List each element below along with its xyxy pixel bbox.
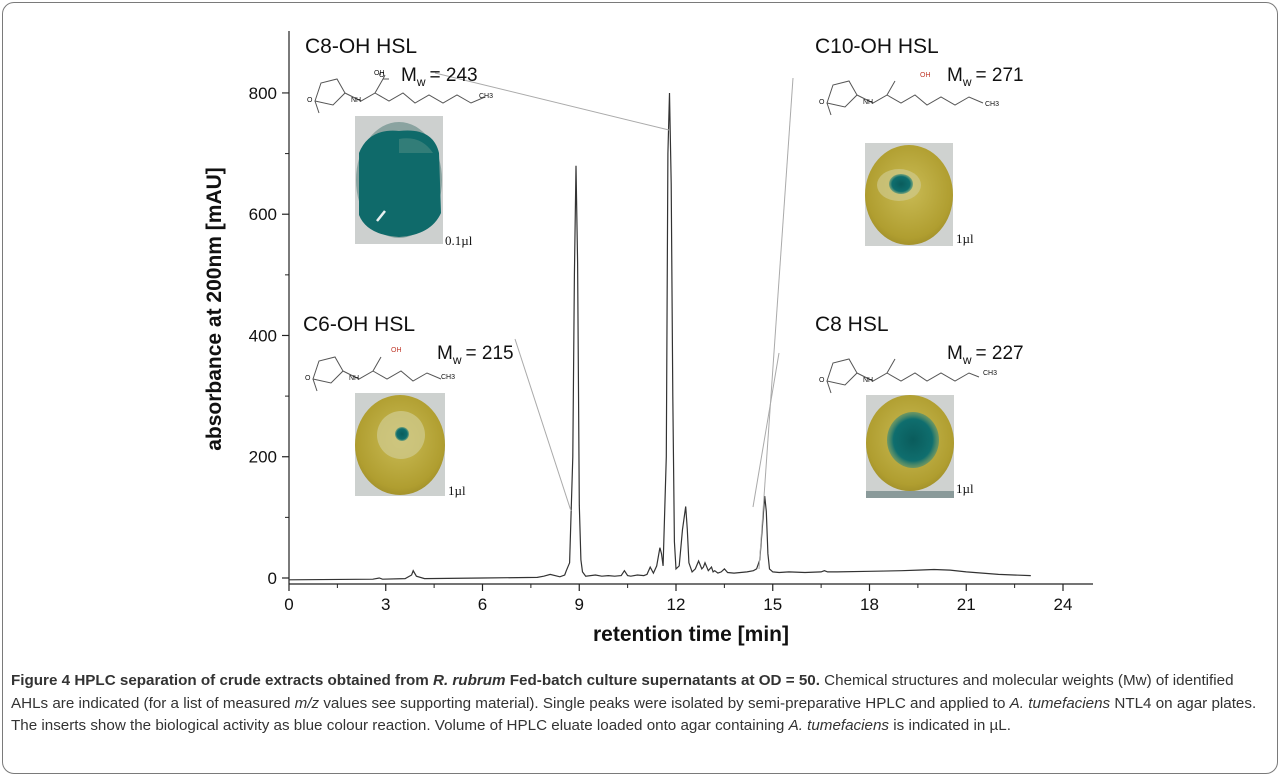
y-axis-label: absorbance at 200nm [mAU] bbox=[203, 167, 226, 451]
connector-c8 bbox=[752, 352, 780, 508]
x-tick-label: 21 bbox=[957, 595, 976, 614]
x-tick-label: 9 bbox=[575, 595, 584, 614]
annotation-c8oh: C8-OH HSL Mw = 243 O NH OH O CH3 0.1µl bbox=[305, 35, 493, 248]
volume-label: 1µl bbox=[956, 481, 974, 496]
caption-text-c: NTL4 on agar plates. The inserts show th… bbox=[11, 694, 1257, 735]
mw-prefix: M bbox=[947, 65, 963, 86]
volume-label: 1µl bbox=[956, 231, 974, 246]
agar-plate-image bbox=[865, 143, 953, 246]
caption-title-a: HPLC separation of crude extracts obtain… bbox=[74, 672, 433, 689]
atom-nh: NH bbox=[863, 99, 873, 106]
mw-sub: w bbox=[962, 75, 972, 89]
molecular-weight: Mw = 215 bbox=[437, 343, 514, 367]
hplc-chart: 0 200 400 600 800 0 3 6 9 12 15 18 21 24 absorbance … bbox=[203, 31, 1093, 646]
caption-mz: m/z bbox=[294, 694, 320, 712]
x-tick-label: 24 bbox=[1054, 595, 1073, 614]
molecular-weight: Mw = 227 bbox=[947, 343, 1024, 367]
connector-c10oh bbox=[758, 77, 794, 570]
compound-name: C10-OH HSL bbox=[815, 35, 939, 58]
mw-sub: w bbox=[962, 353, 972, 367]
caption-at2: A. tumefaciens bbox=[788, 717, 890, 734]
mw-sub: w bbox=[416, 75, 426, 89]
atom-oh: OH bbox=[391, 347, 402, 354]
atom-o: O bbox=[819, 377, 825, 384]
connector-c6oh bbox=[514, 338, 572, 512]
volume-label: 0.1µl bbox=[445, 233, 473, 248]
mw-prefix: M bbox=[401, 65, 417, 86]
compound-name: C8 HSL bbox=[815, 313, 889, 336]
y-ticks: 0 200 400 600 800 bbox=[249, 84, 289, 588]
atom-nh: NH bbox=[351, 97, 361, 104]
caption-at1: A. tumefaciens bbox=[1009, 694, 1111, 712]
x-tick-label: 6 bbox=[478, 595, 487, 614]
y-tick-label: 400 bbox=[249, 326, 277, 345]
caption-text-b: values see supporting material). Single … bbox=[319, 694, 1010, 712]
atom-o-carbonyl: O bbox=[379, 72, 385, 79]
x-tick-label: 18 bbox=[860, 595, 879, 614]
volume-label: 1µl bbox=[448, 483, 466, 498]
mw-value: = 271 bbox=[976, 65, 1024, 86]
chemical-structure bbox=[312, 356, 442, 392]
x-axis-label: retention time [min] bbox=[593, 623, 789, 646]
atom-ch3: CH3 bbox=[985, 101, 999, 108]
compound-name: C8-OH HSL bbox=[305, 35, 417, 58]
y-tick-label: 200 bbox=[249, 448, 277, 467]
x-tick-label: 0 bbox=[284, 595, 293, 614]
mw-prefix: M bbox=[437, 343, 453, 364]
atom-nh: NH bbox=[863, 377, 873, 384]
atom-o: O bbox=[307, 97, 313, 104]
atom-nh: NH bbox=[349, 375, 359, 382]
x-tick-label: 3 bbox=[381, 595, 390, 614]
atom-o: O bbox=[819, 99, 825, 106]
mw-prefix: M bbox=[947, 343, 963, 364]
mw-sub: w bbox=[452, 353, 462, 367]
atom-oh: OH bbox=[374, 70, 385, 77]
agar-plate-image bbox=[355, 116, 443, 244]
y-tick-label: 0 bbox=[268, 569, 277, 588]
chemical-structure bbox=[826, 358, 980, 394]
x-ticks: 0 3 6 9 12 15 18 21 24 bbox=[284, 584, 1072, 614]
x-tick-label: 15 bbox=[763, 595, 782, 614]
compound-name: C6-OH HSL bbox=[303, 313, 415, 336]
agar-plate-image bbox=[866, 395, 954, 498]
y-tick-label: 600 bbox=[249, 205, 277, 224]
mw-value: = 215 bbox=[466, 343, 514, 364]
connector-lines bbox=[434, 72, 794, 570]
mw-value: = 243 bbox=[430, 65, 478, 86]
chromatogram-trace bbox=[288, 92, 1031, 581]
atom-o: O bbox=[305, 375, 311, 382]
caption-title-b: Fed-batch culture supernatants at OD = 5… bbox=[505, 672, 820, 689]
atom-ch3: CH3 bbox=[441, 374, 455, 381]
mw-value: = 227 bbox=[976, 343, 1024, 364]
atom-ch3: CH3 bbox=[479, 93, 493, 100]
figure-label: Figure 4 bbox=[11, 672, 71, 689]
caption-text-d: is indicated in µL. bbox=[889, 717, 1011, 734]
connector-c8oh bbox=[434, 72, 670, 131]
annotation-c6oh: C6-OH HSL Mw = 215 O NH OH CH3 1µl bbox=[303, 313, 514, 498]
caption-text-a: Chemical structures and molecular weight… bbox=[11, 672, 1234, 712]
atom-oh: OH bbox=[920, 72, 931, 79]
axes: 0 200 400 600 800 0 3 6 9 12 15 18 21 24 absorbance … bbox=[203, 31, 1093, 646]
agar-plate-image bbox=[355, 393, 445, 496]
x-tick-label: 12 bbox=[667, 595, 686, 614]
chemical-structure bbox=[314, 74, 486, 114]
chemical-structure bbox=[826, 80, 984, 116]
figure-caption: Figure 4 HPLC separation of crude extrac… bbox=[11, 670, 1273, 738]
annotation-c10oh: C10-OH HSL Mw = 271 O NH OH CH3 1µl bbox=[815, 35, 1024, 246]
y-tick-label: 800 bbox=[249, 84, 277, 103]
annotation-c8: C8 HSL Mw = 227 O NH CH3 1µl bbox=[815, 313, 1024, 498]
molecular-weight: Mw = 243 bbox=[401, 65, 478, 89]
caption-title-italic: R. rubrum bbox=[432, 672, 506, 689]
molecular-weight: Mw = 271 bbox=[947, 65, 1024, 89]
atom-ch3: CH3 bbox=[983, 370, 997, 377]
